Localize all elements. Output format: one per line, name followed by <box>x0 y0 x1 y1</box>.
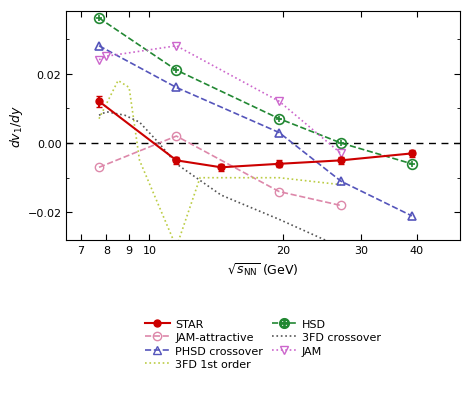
HSD <box>409 162 415 167</box>
3FD crossover <box>137 120 142 125</box>
3FD 1st order <box>115 79 121 84</box>
JAM <box>276 100 282 105</box>
Y-axis label: $dv_1/dy$: $dv_1/dy$ <box>8 105 25 148</box>
Line: JAM: JAM <box>95 43 345 158</box>
PHSD crossover <box>409 214 415 219</box>
PHSD crossover <box>96 44 102 49</box>
PHSD crossover <box>276 131 282 136</box>
3FD crossover <box>103 110 109 115</box>
3FD crossover <box>218 193 224 198</box>
3FD 1st order <box>338 183 344 188</box>
PHSD crossover <box>338 179 344 184</box>
3FD crossover <box>96 113 102 118</box>
Line: PHSD crossover: PHSD crossover <box>95 43 416 221</box>
3FD crossover <box>338 245 344 250</box>
3FD 1st order <box>276 176 282 181</box>
JAM <box>173 44 179 49</box>
HSD <box>276 117 282 122</box>
HSD <box>338 141 344 146</box>
3FD crossover <box>409 287 415 292</box>
3FD crossover <box>276 217 282 222</box>
3FD crossover <box>122 113 128 118</box>
HSD <box>173 69 179 73</box>
3FD 1st order <box>218 176 224 181</box>
3FD 1st order <box>137 158 142 163</box>
JAM-attractive <box>276 190 282 194</box>
3FD 1st order <box>126 86 132 91</box>
3FD crossover <box>173 162 179 167</box>
Line: 3FD crossover: 3FD crossover <box>99 112 412 289</box>
Legend: STAR, JAM-attractive, PHSD crossover, 3FD 1st order, HSD, 3FD crossover, JAM: STAR, JAM-attractive, PHSD crossover, 3F… <box>141 315 385 373</box>
JAM <box>96 58 102 63</box>
3FD 1st order <box>197 176 203 181</box>
HSD <box>96 16 102 21</box>
JAM-attractive <box>338 204 344 209</box>
JAM-attractive <box>173 134 179 139</box>
Line: HSD: HSD <box>94 14 417 169</box>
Line: JAM-attractive: JAM-attractive <box>95 133 345 210</box>
3FD 1st order <box>96 117 102 122</box>
PHSD crossover <box>173 86 179 91</box>
Line: 3FD 1st order: 3FD 1st order <box>99 81 341 247</box>
X-axis label: $\sqrt{s_{\mathrm{NN}}}$ (GeV): $\sqrt{s_{\mathrm{NN}}}$ (GeV) <box>227 261 299 278</box>
JAM <box>338 152 344 156</box>
JAM-attractive <box>96 166 102 170</box>
3FD 1st order <box>173 245 179 250</box>
JAM <box>103 55 109 59</box>
3FD crossover <box>156 141 162 146</box>
